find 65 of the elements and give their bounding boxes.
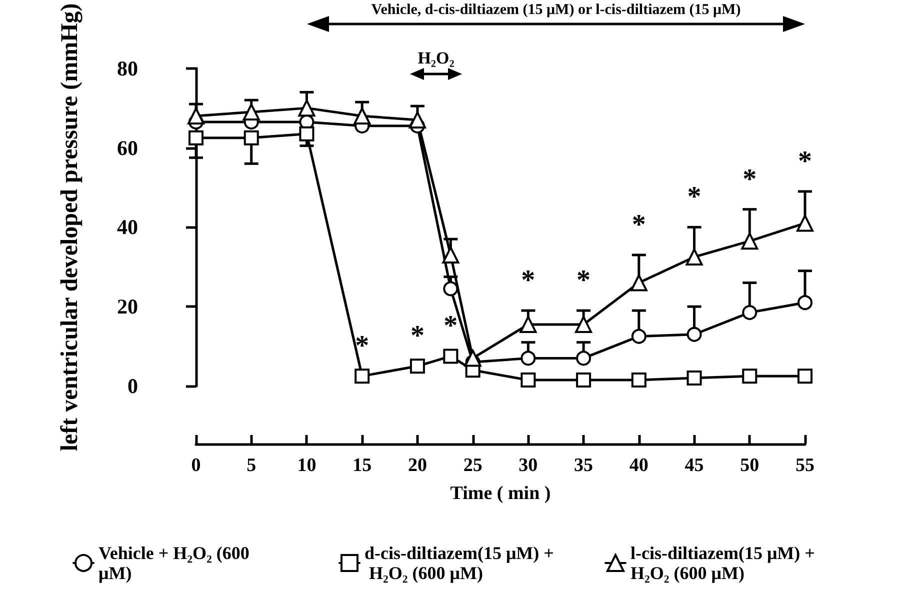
- legend-label: Vehicle + H₂O₂ (600 μM): [98, 543, 254, 583]
- annotation: *: [632, 209, 646, 240]
- point: [442, 246, 460, 264]
- point: [520, 316, 537, 333]
- point: [520, 372, 536, 388]
- x-tick-label: 5: [246, 455, 256, 476]
- annotation: *: [444, 310, 458, 342]
- point: [575, 316, 592, 333]
- point: [242, 104, 260, 121]
- point: [630, 274, 648, 292]
- x-tick-label: 10: [297, 455, 316, 476]
- annotation: *: [687, 182, 702, 213]
- point: [408, 111, 426, 128]
- point: [576, 350, 592, 366]
- point: [188, 108, 204, 125]
- point: [354, 368, 370, 384]
- point: [798, 368, 812, 384]
- point: [298, 100, 316, 117]
- point: [686, 370, 702, 386]
- point: [464, 350, 482, 367]
- x-tick-label: 25: [463, 455, 482, 476]
- x-tick-label: 50: [740, 455, 760, 476]
- point: [686, 248, 703, 266]
- point: [741, 232, 758, 250]
- point: [576, 372, 592, 388]
- point: [299, 126, 314, 142]
- point: [244, 130, 259, 146]
- point: [631, 372, 646, 388]
- point: [410, 358, 425, 374]
- y-tick-label: 40: [117, 215, 138, 240]
- point: [443, 348, 458, 364]
- annotation: *: [742, 164, 757, 195]
- x-axis-title: Time ( min ): [450, 483, 551, 504]
- x-tick-label: 45: [684, 455, 704, 476]
- y-tick-label: 20: [117, 294, 138, 319]
- x-tick-label: 55: [796, 455, 814, 476]
- point: [742, 368, 758, 384]
- annotation: *: [410, 320, 424, 352]
- y-axis-title: left ventricular developed pressure (mmHg): [57, 3, 83, 452]
- point: [796, 214, 814, 232]
- point: [354, 108, 371, 125]
- annotation: *: [798, 146, 812, 177]
- x-tick-label: 15: [352, 455, 372, 476]
- point: [631, 328, 646, 344]
- legend-label: d-cis-diltiazem(15 μM) + H₂O₂ (600 μM): [364, 543, 554, 583]
- legend-label: l-cis-diltiazem(15 μM) + H₂O₂ (600 μM): [630, 543, 820, 583]
- annotation: *: [355, 330, 370, 362]
- x-tick-label: 40: [629, 455, 648, 476]
- x-tick-label: 0: [191, 455, 201, 476]
- point: [188, 130, 204, 146]
- x-tick-label: 20: [408, 455, 427, 476]
- y-tick-label: 60: [117, 136, 138, 160]
- text: Vehicle, d-cis-diltiazem (15 μM) or l-cis-diltiazem (15 μM): [371, 2, 741, 18]
- y-tick-label: 80: [117, 56, 138, 80]
- point: [686, 326, 702, 342]
- y-tick-label: 0: [128, 374, 138, 398]
- point: [443, 281, 458, 296]
- point: [520, 350, 536, 366]
- x-tick-label: 30: [518, 455, 538, 476]
- text: H₂O₂: [418, 48, 454, 68]
- annotation: *: [521, 265, 536, 296]
- annotation: *: [576, 265, 591, 296]
- point: [742, 305, 758, 320]
- point: [798, 295, 812, 310]
- x-tick-label: 35: [574, 455, 594, 476]
